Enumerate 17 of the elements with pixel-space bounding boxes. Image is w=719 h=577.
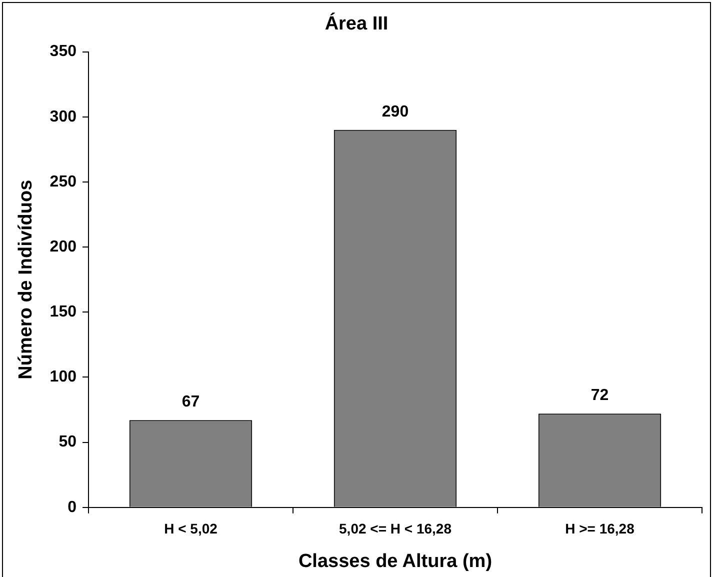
data-label: 290: [382, 103, 409, 120]
y-axis-title: Número de Indivíduos: [16, 180, 37, 380]
y-tick-label: 300: [50, 108, 77, 126]
y-tick-label: 350: [50, 43, 77, 60]
y-tick-label: 100: [50, 368, 77, 386]
x-tick-label: H >= 16,28: [565, 520, 635, 537]
data-label: 72: [590, 387, 609, 404]
y-tick-label: 200: [50, 238, 77, 256]
y-tick-label: 50: [58, 434, 77, 451]
data-label: 67: [182, 394, 200, 411]
x-tick-label: H < 5,02: [164, 520, 218, 537]
y-tick-label: 150: [50, 304, 77, 321]
y-tick-label: 250: [50, 173, 77, 190]
x-tick-label: 5,02 <= H < 16,28: [339, 520, 452, 537]
x-axis-title: Classes de Altura (m): [298, 550, 492, 572]
chart-title: Área III: [324, 12, 388, 35]
y-tick-label: 0: [68, 498, 77, 516]
